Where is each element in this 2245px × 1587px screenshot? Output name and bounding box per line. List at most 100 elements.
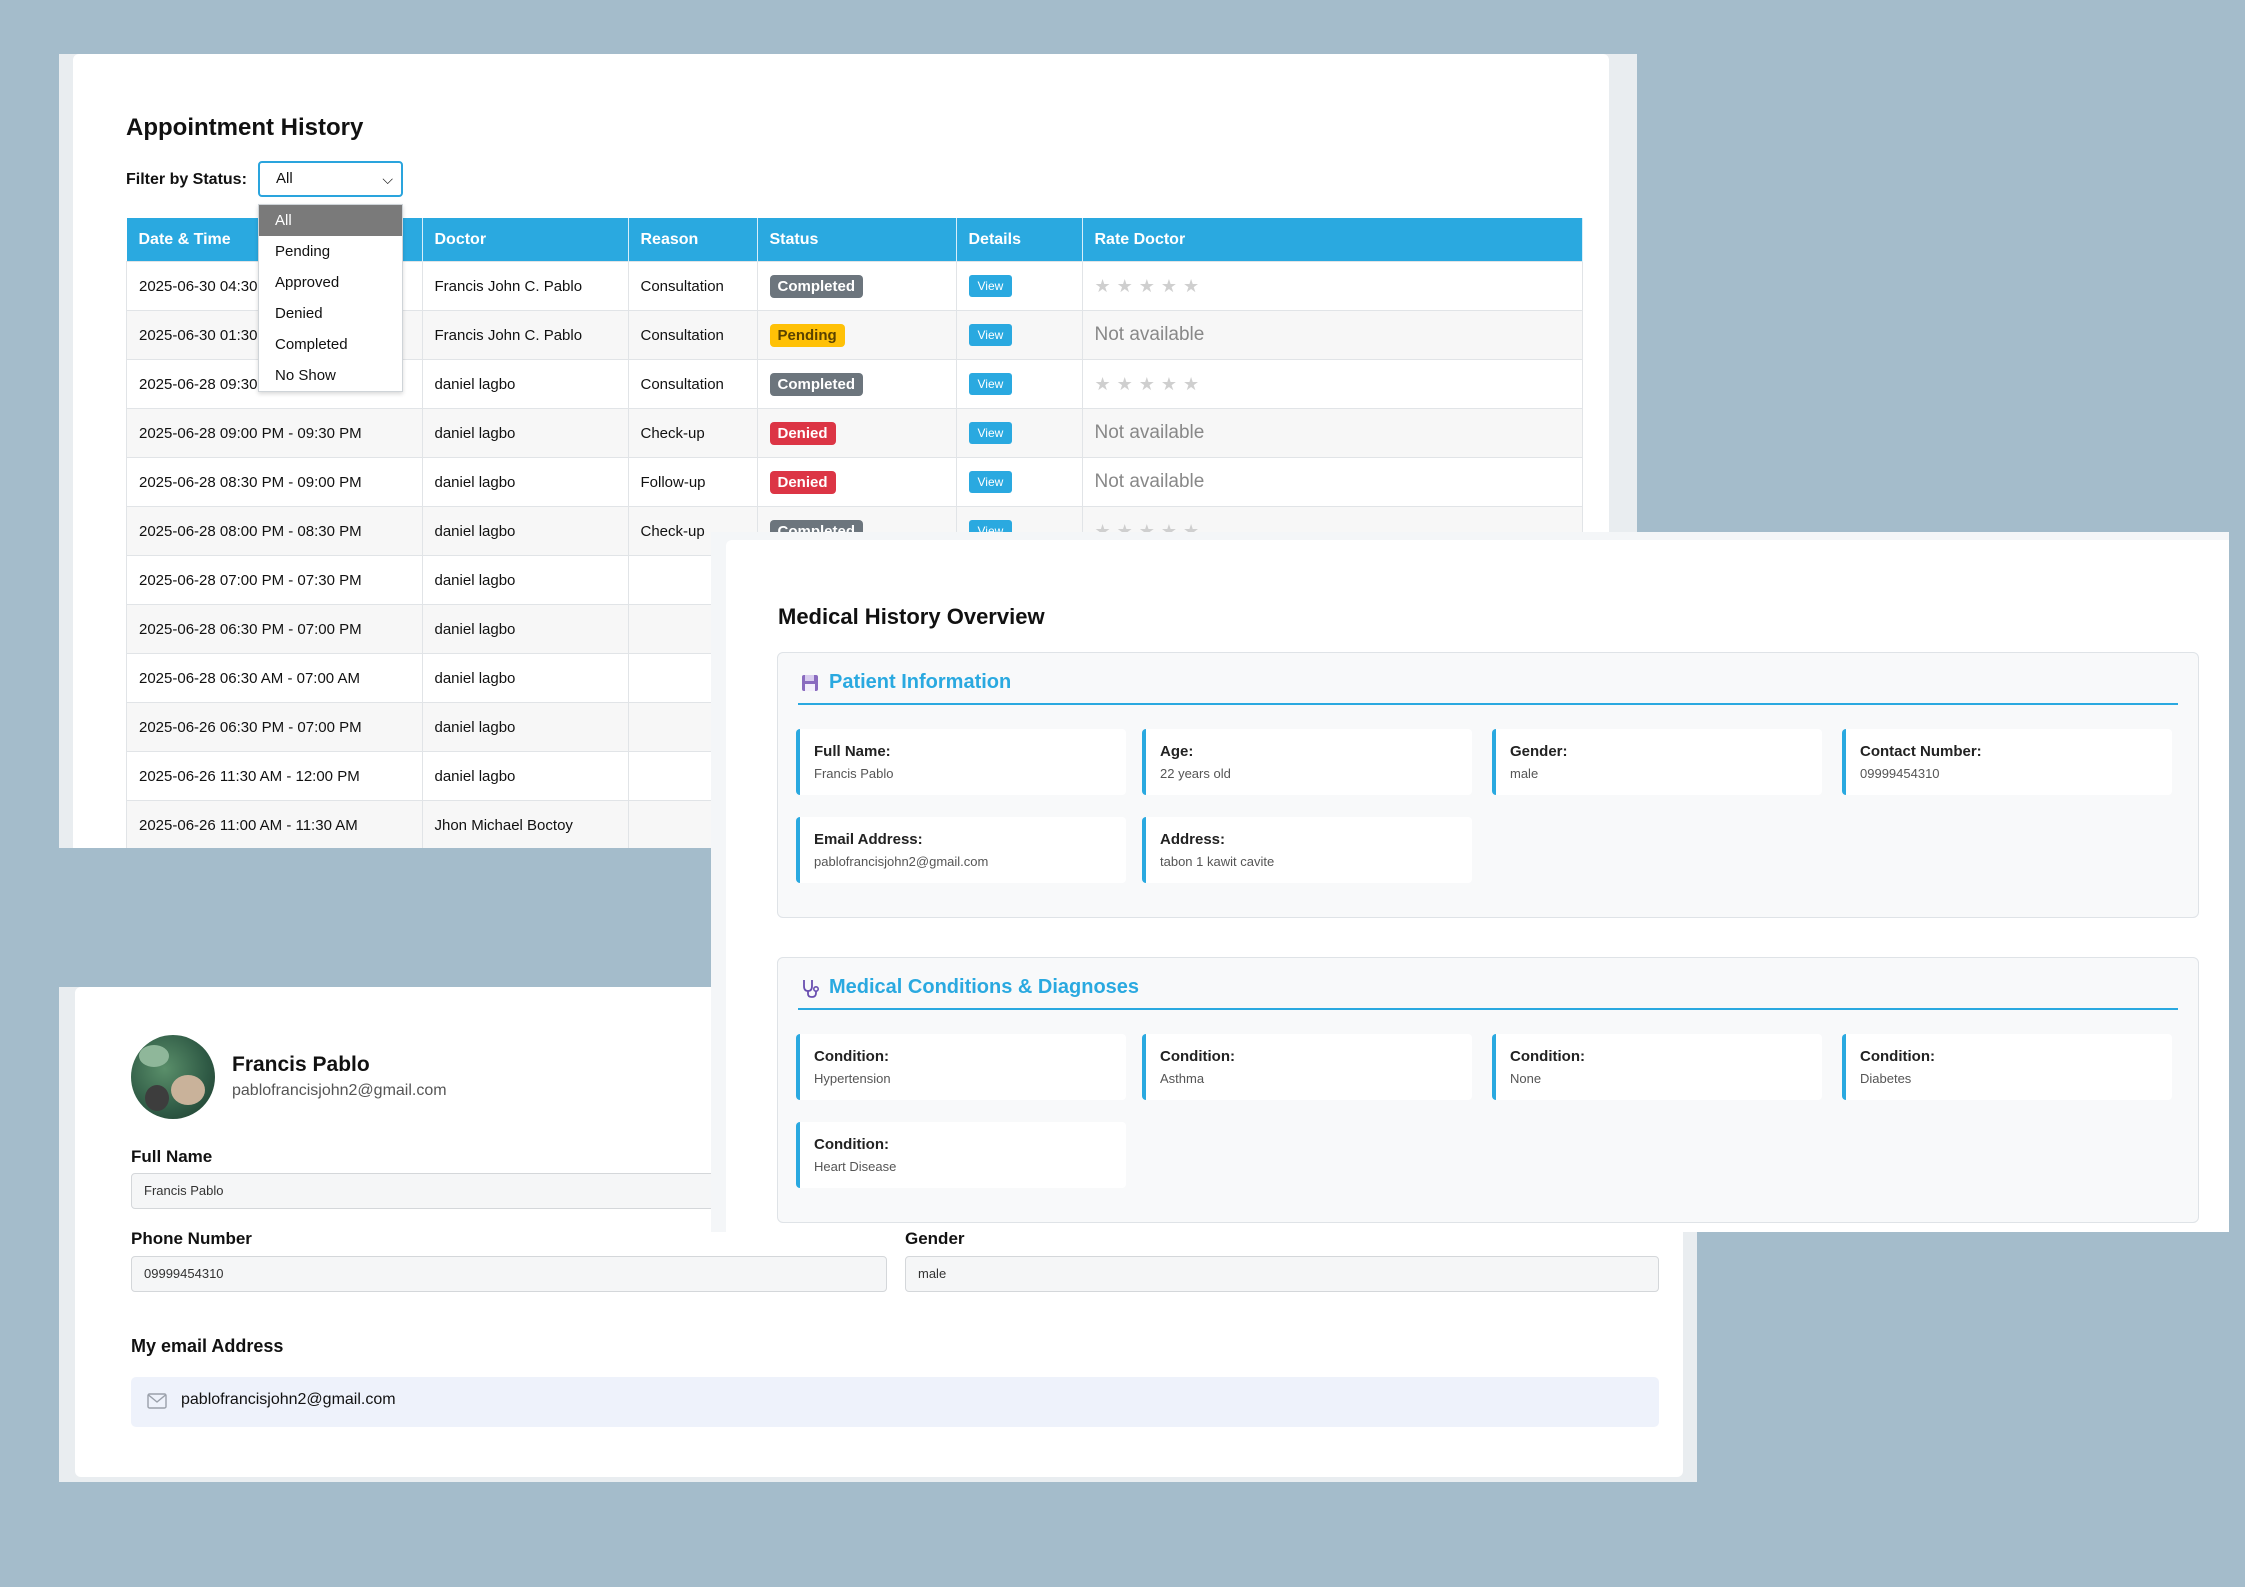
patient-info-card: Email Address: pablofrancisjohn2@gmail.c…	[796, 817, 1126, 883]
condition-card-value: Asthma	[1160, 1071, 1205, 1086]
condition-card-label: Condition:	[814, 1136, 889, 1153]
conditions-header: Medical Conditions & Diagnoses	[798, 972, 2178, 1010]
table-row: 2025-06-28 09:00 PM - 09:30 PM daniel la…	[126, 408, 1583, 458]
avatar-photo-detail	[145, 1085, 169, 1111]
profile-name: Francis Pablo	[232, 1053, 370, 1076]
rating-not-available: Not available	[1094, 324, 1205, 345]
rating-stars[interactable]: ★★★★★	[1094, 275, 1206, 296]
table-row: 2025-06-30 01:30 Francis John C. Pablo C…	[126, 310, 1583, 360]
cell-rate: ★★★★★	[1081, 261, 1583, 311]
rating-not-available: Not available	[1094, 422, 1205, 443]
condition-card-label: Condition:	[1160, 1048, 1235, 1065]
status-badge: Pending	[769, 323, 845, 347]
full-name-label: Full Name	[131, 1147, 213, 1166]
patient-info-card-value: pablofrancisjohn2@gmail.com	[814, 854, 989, 869]
avatar-photo-detail	[171, 1075, 205, 1105]
view-button[interactable]: View	[968, 275, 1013, 297]
cell-datetime: 2025-06-26 06:30 PM - 07:00 PM	[126, 702, 423, 752]
email-display-text: pablofrancisjohn2@gmail.com	[181, 1391, 396, 1408]
gender-label: Gender	[905, 1229, 965, 1248]
status-badge: Completed	[769, 372, 864, 396]
patient-info-card-label: Age:	[1160, 743, 1194, 760]
view-button[interactable]: View	[968, 373, 1013, 395]
col-header-doctor[interactable]: Doctor	[422, 218, 629, 262]
condition-card: Condition: Hypertension	[796, 1034, 1126, 1100]
cell-doctor: daniel lagbo	[421, 555, 629, 605]
col-header-reason[interactable]: Reason	[628, 218, 758, 262]
gender-field[interactable]: male	[905, 1256, 1659, 1292]
condition-card-value: Heart Disease	[814, 1159, 897, 1174]
condition-card-value: Diabetes	[1860, 1071, 1912, 1086]
patient-info-card-value: Francis Pablo	[814, 766, 894, 781]
save-icon	[802, 675, 818, 691]
filter-option-all[interactable]: All	[259, 205, 402, 236]
view-button[interactable]: View	[968, 471, 1013, 493]
view-button[interactable]: View	[968, 324, 1013, 346]
cell-rate: ★★★★★	[1081, 359, 1583, 409]
medical-title: Medical History Overview	[778, 604, 1045, 629]
avatar[interactable]	[131, 1035, 215, 1119]
rating-not-available: Not available	[1094, 471, 1205, 492]
cell-doctor: daniel lagbo	[421, 604, 629, 654]
appointment-history-panel: Appointment History Filter by Status: Al…	[59, 54, 1637, 848]
cell-doctor: Jhon Michael Boctoy	[421, 800, 629, 848]
filter-option-no-show[interactable]: No Show	[275, 367, 336, 384]
cell-doctor: daniel lagbo	[421, 702, 629, 752]
patient-info-card-label: Full Name:	[814, 743, 891, 760]
condition-card: Condition: Diabetes	[1842, 1034, 2172, 1100]
email-display: pablofrancisjohn2@gmail.com	[131, 1377, 1659, 1427]
rating-stars[interactable]: ★★★★★	[1094, 373, 1206, 394]
phone-field[interactable]: 09999454310	[131, 1256, 887, 1292]
patient-info-card: Contact Number: 09999454310	[1842, 729, 2172, 795]
patient-info-section: Patient Information Full Name: Francis P…	[777, 652, 2199, 918]
cell-datetime: 2025-06-28 07:00 PM - 07:30 PM	[126, 555, 423, 605]
patient-info-card-label: Contact Number:	[1860, 743, 1982, 760]
cell-datetime: 2025-06-26 11:30 AM - 12:00 PM	[126, 751, 423, 801]
cell-doctor: daniel lagbo	[421, 751, 629, 801]
mail-icon	[147, 1393, 167, 1409]
chevron-down-icon: ⌵	[382, 171, 393, 187]
cell-status: Denied	[756, 408, 957, 458]
col-header-details[interactable]: Details	[956, 218, 1083, 262]
cell-datetime: 2025-06-26 11:00 AM - 11:30 AM	[126, 800, 423, 848]
view-button[interactable]: View	[968, 422, 1013, 444]
filter-option-approved[interactable]: Approved	[275, 274, 340, 291]
status-badge: Completed	[769, 274, 864, 298]
status-filter-value: All	[276, 170, 293, 187]
status-badge: Denied	[769, 470, 836, 494]
cell-datetime: 2025-06-28 06:30 AM - 07:00 AM	[126, 653, 423, 703]
cell-datetime: 2025-06-28 08:30 PM - 09:00 PM	[126, 457, 423, 507]
status-filter-select[interactable]: All ⌵	[258, 161, 403, 197]
patient-info-card: Gender: male	[1492, 729, 1822, 795]
patient-info-card-value: 22 years old	[1160, 766, 1231, 781]
filter-option-completed[interactable]: Completed	[275, 336, 348, 353]
patient-info-card-value: 09999454310	[1860, 766, 1940, 781]
patient-info-card-label: Gender:	[1510, 743, 1568, 760]
condition-card-value: None	[1510, 1071, 1542, 1086]
filter-option-denied[interactable]: Denied	[275, 305, 323, 322]
status-badge: Denied	[769, 421, 836, 445]
patient-info-title: Patient Information	[829, 671, 1012, 693]
avatar-photo-detail	[139, 1045, 169, 1067]
cell-datetime: 2025-06-28 08:00 PM - 08:30 PM	[126, 506, 423, 556]
col-header-status[interactable]: Status	[757, 218, 957, 262]
conditions-section: Medical Conditions & Diagnoses Condition…	[777, 957, 2199, 1223]
col-header-rate[interactable]: Rate Doctor	[1082, 218, 1583, 262]
cell-reason: Consultation	[627, 261, 758, 311]
cell-reason: Follow-up	[627, 457, 758, 507]
cell-reason: Consultation	[627, 359, 758, 409]
cell-details: View	[955, 408, 1083, 458]
cell-datetime: 2025-06-28 06:30 PM - 07:00 PM	[126, 604, 423, 654]
filter-option-pending[interactable]: Pending	[275, 243, 331, 260]
cell-rate: Not available	[1081, 310, 1583, 360]
profile-email: pablofrancisjohn2@gmail.com	[232, 1082, 447, 1099]
patient-info-header: Patient Information	[798, 667, 2178, 705]
patient-info-card: Address: tabon 1 kawit cavite	[1142, 817, 1472, 883]
medical-card: Medical History Overview Patient Informa…	[726, 540, 2229, 1232]
table-row: 2025-06-28 08:30 PM - 09:00 PM daniel la…	[126, 457, 1583, 507]
appointment-title: Appointment History	[126, 114, 364, 141]
medical-history-panel: Medical History Overview Patient Informa…	[711, 532, 2229, 1232]
cell-doctor: Francis John C. Pablo	[421, 310, 629, 360]
email-section-title: My email Address	[131, 1336, 284, 1356]
cell-reason: Consultation	[627, 310, 758, 360]
